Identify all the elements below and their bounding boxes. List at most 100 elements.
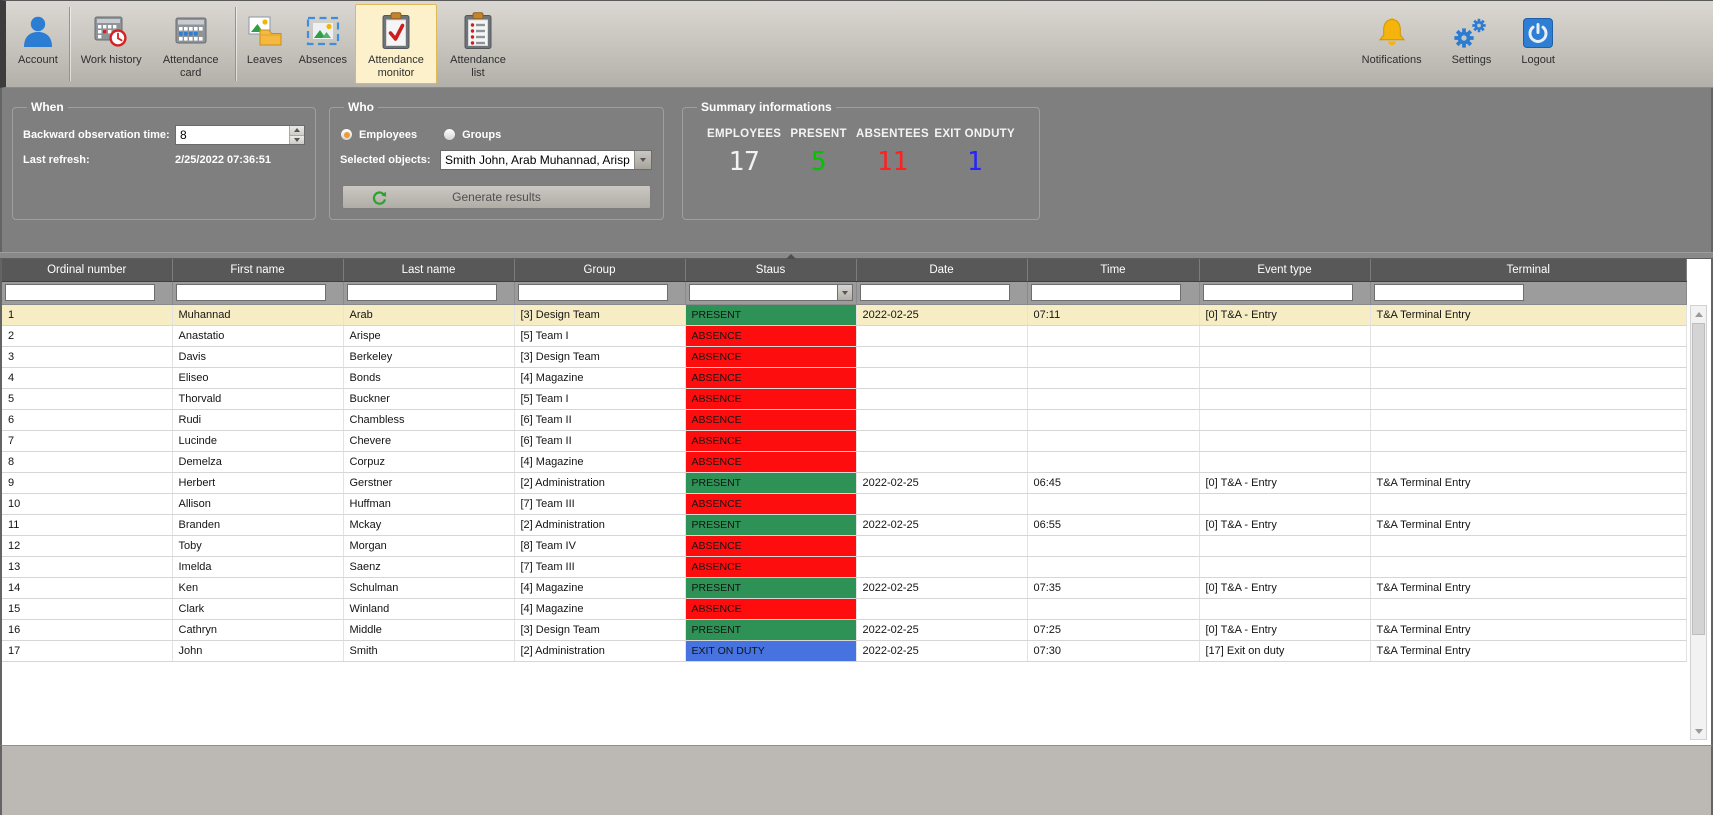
toolbar-attendance-list-button[interactable]: Attendance list <box>437 4 519 84</box>
table-row[interactable]: 17 John Smith [2] Administration EXIT ON… <box>2 640 1687 662</box>
backward-observation-input[interactable] <box>176 126 289 144</box>
column-header-group[interactable]: Group <box>514 259 686 282</box>
cell-event-type <box>1199 598 1371 620</box>
table-row[interactable]: 9 Herbert Gerstner [2] Administration PR… <box>2 472 1687 494</box>
column-header-last-name[interactable]: Last name <box>343 259 515 282</box>
cell-first-name: Clark <box>172 598 344 620</box>
notifications-button[interactable]: Notifications <box>1354 8 1430 70</box>
splitter-bar[interactable] <box>0 252 1713 259</box>
table-row[interactable]: 10 Allison Huffman [7] Team III ABSENCE <box>2 493 1687 515</box>
cell-event-type <box>1199 409 1371 431</box>
column-header-event-type[interactable]: Event type <box>1199 259 1371 282</box>
cell-date: 2022-02-25 <box>856 619 1028 641</box>
filter-panel-area: When Backward observation time: Last ref… <box>0 88 1713 252</box>
groups-radio[interactable]: Groups <box>443 128 501 141</box>
cell-last-name: Gerstner <box>343 472 515 494</box>
filter-input-ordinal-number[interactable] <box>5 284 155 301</box>
filter-input-time[interactable] <box>1030 284 1181 301</box>
toolbar-label: Work history <box>80 54 142 66</box>
scrollbar-down-button[interactable] <box>1691 723 1706 739</box>
cell-first-name: Ken <box>172 577 344 599</box>
toolbar-account-button[interactable]: Account <box>10 4 66 84</box>
filter-input-event-type[interactable] <box>1202 284 1353 301</box>
column-header-terminal[interactable]: Terminal <box>1370 259 1687 282</box>
summary-panel: Summary informations EMPLOYEES 17 PRESEN… <box>682 100 1040 220</box>
table-row[interactable]: 7 Lucinde Chevere [6] Team II ABSENCE <box>2 430 1687 452</box>
table-row[interactable]: 15 Clark Winland [4] Magazine ABSENCE <box>2 598 1687 620</box>
scrollbar-thumb[interactable] <box>1692 323 1705 635</box>
filter-input-terminal[interactable] <box>1373 284 1524 301</box>
table-row[interactable]: 3 Davis Berkeley [3] Design Team ABSENCE <box>2 346 1687 368</box>
table-row[interactable]: 14 Ken Schulman [4] Magazine PRESENT 202… <box>2 577 1687 599</box>
cell-ordinal-number: 11 <box>2 514 173 536</box>
cell-ordinal-number: 12 <box>2 535 173 557</box>
table-row[interactable]: 13 Imelda Saenz [7] Team III ABSENCE <box>2 556 1687 578</box>
cell-ordinal-number: 2 <box>2 325 173 347</box>
scrollbar-up-button[interactable] <box>1691 306 1706 322</box>
cell-status: PRESENT <box>685 514 857 536</box>
table-row[interactable]: 16 Cathryn Middle [3] Design Team PRESEN… <box>2 619 1687 641</box>
toolbar-attendance-card-button[interactable]: Attendance card <box>150 4 232 84</box>
cell-first-name: John <box>172 640 344 662</box>
cell-ordinal-number: 3 <box>2 346 173 368</box>
logout-button[interactable]: Logout <box>1513 8 1563 70</box>
cell-last-name: Middle <box>343 619 515 641</box>
toolbar-absences-button[interactable]: Absences <box>291 4 355 84</box>
account-icon <box>20 10 56 52</box>
filter-input-status[interactable] <box>688 284 838 301</box>
filter-input-group[interactable] <box>517 284 668 301</box>
selected-objects-dropdown-button[interactable] <box>634 151 651 169</box>
cell-event-type <box>1199 325 1371 347</box>
column-header-status[interactable]: Staus <box>685 259 857 282</box>
cell-date <box>856 430 1028 452</box>
selected-objects-input[interactable] <box>441 151 634 169</box>
table-row[interactable]: 12 Toby Morgan [8] Team IV ABSENCE <box>2 535 1687 557</box>
toolbar-leaves-button[interactable]: Leaves <box>239 4 291 84</box>
cell-date: 2022-02-25 <box>856 472 1028 494</box>
table-row[interactable]: 1 Muhannad Arab [3] Design Team PRESENT … <box>2 304 1687 326</box>
cell-group: [4] Magazine <box>514 367 686 389</box>
cell-time: 07:25 <box>1027 619 1200 641</box>
filter-input-first-name[interactable] <box>175 284 326 301</box>
cell-terminal: T&A Terminal Entry <box>1370 640 1687 662</box>
toolbar-label: Account <box>18 54 58 66</box>
table-row[interactable]: 8 Demelza Corpuz [4] Magazine ABSENCE <box>2 451 1687 473</box>
cell-last-name: Chevere <box>343 430 515 452</box>
last-refresh-label: Last refresh: <box>23 154 90 166</box>
vertical-scrollbar[interactable] <box>1690 305 1707 740</box>
employees-radio[interactable]: Employees <box>340 128 417 141</box>
column-header-ordinal-number[interactable]: Ordinal number <box>2 259 173 282</box>
column-header-time[interactable]: Time <box>1027 259 1200 282</box>
generate-results-button[interactable]: Generate results <box>342 185 651 209</box>
column-header-date[interactable]: Date <box>856 259 1028 282</box>
cell-status: ABSENCE <box>685 388 857 410</box>
cell-group: [4] Magazine <box>514 451 686 473</box>
cell-date <box>856 535 1028 557</box>
column-header-first-name[interactable]: First name <box>172 259 344 282</box>
cell-group: [2] Administration <box>514 514 686 536</box>
cell-terminal <box>1370 535 1687 557</box>
cell-status: ABSENCE <box>685 430 857 452</box>
table-row[interactable]: 2 Anastatio Arispe [5] Team I ABSENCE <box>2 325 1687 347</box>
spinner-down-button[interactable] <box>290 134 304 144</box>
filter-input-date[interactable] <box>859 284 1010 301</box>
toolbar-label: Notifications <box>1361 54 1422 66</box>
when-panel: When Backward observation time: Last ref… <box>12 100 316 220</box>
table-row[interactable]: 6 Rudi Chambless [6] Team II ABSENCE <box>2 409 1687 431</box>
cell-terminal: T&A Terminal Entry <box>1370 472 1687 494</box>
table-row[interactable]: 5 Thorvald Buckner [5] Team I ABSENCE <box>2 388 1687 410</box>
status-filter-dropdown-button[interactable] <box>837 284 853 301</box>
toolbar-attendance-monitor-button[interactable]: Attendance monitor <box>354 4 437 84</box>
toolbar-work-history-button[interactable]: Work history <box>73 4 150 84</box>
spinner-up-button[interactable] <box>290 126 304 135</box>
settings-button[interactable]: Settings <box>1444 8 1500 70</box>
table-row[interactable]: 4 Eliseo Bonds [4] Magazine ABSENCE <box>2 367 1687 389</box>
who-panel: Who Employees Groups Selected objects: <box>329 100 664 220</box>
splitter-collapse-icon[interactable] <box>786 254 796 259</box>
attendance-table: Ordinal number First name Last name Grou… <box>2 259 1687 662</box>
cell-date <box>856 325 1028 347</box>
table-row[interactable]: 11 Branden Mckay [2] Administration PRES… <box>2 514 1687 536</box>
cell-terminal <box>1370 388 1687 410</box>
attendance-card-icon <box>173 10 209 52</box>
filter-input-last-name[interactable] <box>346 284 497 301</box>
